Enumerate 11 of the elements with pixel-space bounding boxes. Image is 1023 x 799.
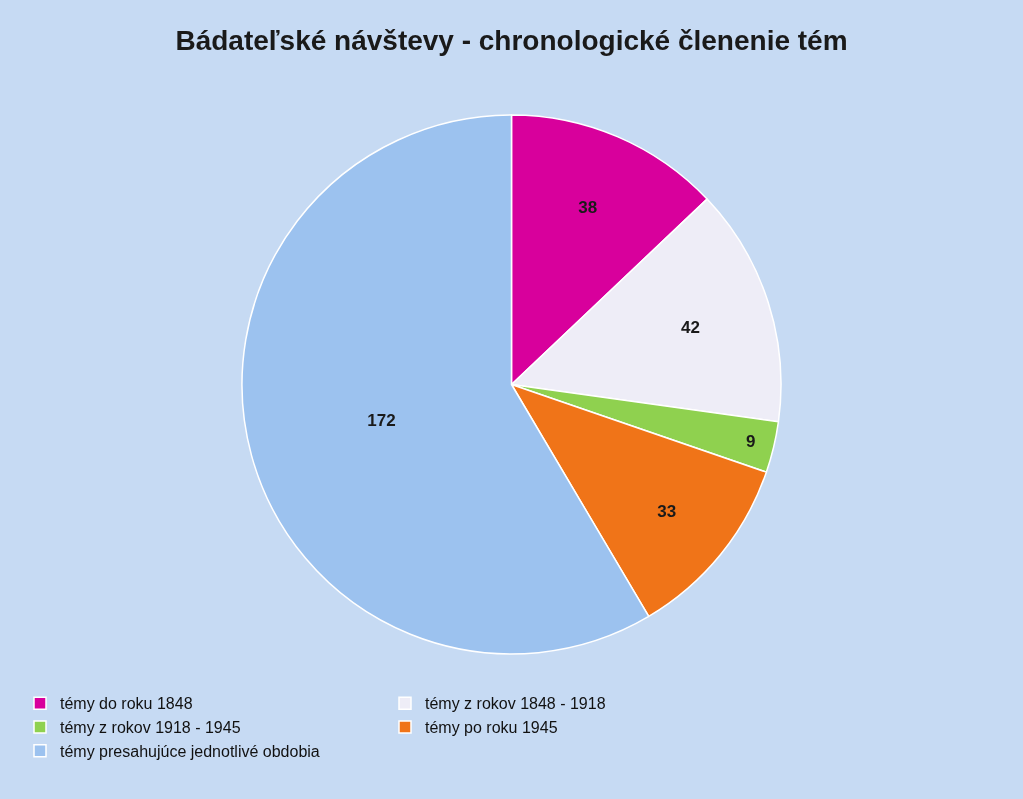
chart-title: Bádateľské návštevy - chronologické členenie tém	[175, 24, 848, 56]
legend-label: témy po roku 1945	[425, 719, 558, 737]
data-label: 33	[657, 501, 677, 521]
data-label: 38	[578, 197, 598, 217]
legend-label: témy presahujúce jednotlivé obdobia	[60, 743, 320, 761]
data-label: 172	[367, 410, 396, 430]
legend-label: témy do roku 1848	[60, 695, 193, 713]
data-label: 42	[681, 317, 700, 337]
legend-label: témy z rokov 1848 - 1918	[425, 695, 606, 713]
legend-label: témy z rokov 1918 - 1945	[60, 719, 241, 737]
data-label: 9	[745, 432, 756, 452]
